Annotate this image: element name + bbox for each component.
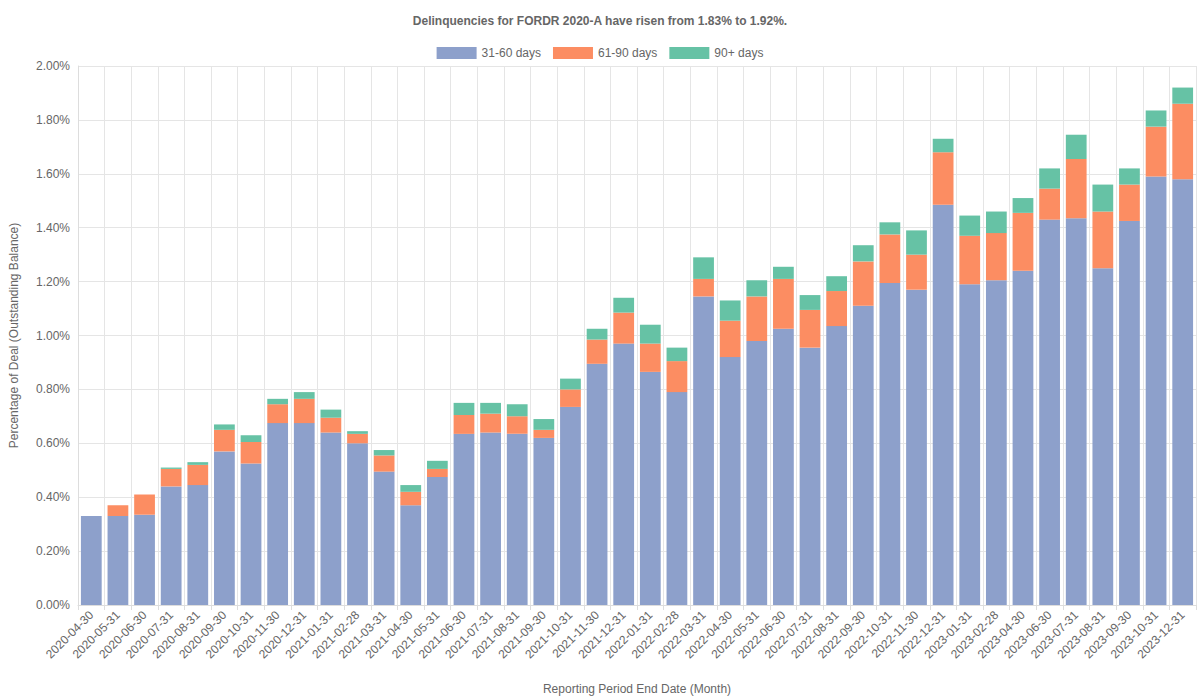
svg-text:2021-07-31: 2021-07-31 (442, 608, 496, 662)
svg-text:2020-09-30: 2020-09-30 (176, 608, 230, 662)
svg-text:Reporting Period End Date (Mon: Reporting Period End Date (Month) (543, 682, 731, 696)
svg-text:1.00%: 1.00% (36, 329, 70, 343)
svg-text:2.00%: 2.00% (36, 59, 70, 73)
svg-text:2022-12-31: 2022-12-31 (894, 608, 949, 662)
svg-text:2023-12-31: 2023-12-31 (1134, 608, 1187, 661)
svg-text:Percentage of Deal (Outstandin: Percentage of Deal (Outstanding Balance) (7, 223, 21, 448)
svg-text:2020-04-30: 2020-04-30 (43, 608, 97, 662)
svg-text:2022-07-31: 2022-07-31 (761, 608, 815, 662)
svg-text:2022-04-30: 2022-04-30 (681, 608, 736, 662)
svg-text:2023-08-31: 2023-08-31 (1054, 608, 1108, 662)
svg-text:2021-08-31: 2021-08-31 (468, 608, 523, 662)
svg-text:2021-03-31: 2021-03-31 (335, 608, 390, 662)
svg-text:2023-04-30: 2023-04-30 (974, 608, 1028, 662)
svg-text:2020-07-31: 2020-07-31 (122, 608, 177, 662)
svg-text:2021-01-31: 2021-01-31 (282, 608, 336, 662)
svg-text:1.40%: 1.40% (36, 221, 70, 235)
svg-text:0.80%: 0.80% (36, 382, 70, 396)
svg-text:2023-01-31: 2023-01-31 (921, 608, 975, 662)
svg-text:2022-09-30: 2022-09-30 (815, 608, 869, 662)
svg-text:2020-12-31: 2020-12-31 (256, 608, 310, 662)
svg-text:2021-02-28: 2021-02-28 (309, 608, 363, 662)
svg-text:2020-11-30: 2020-11-30 (230, 608, 283, 661)
svg-text:2023-10-31: 2023-10-31 (1107, 608, 1161, 662)
svg-text:2023-09-30: 2023-09-30 (1081, 608, 1135, 662)
svg-text:2021-04-30: 2021-04-30 (362, 608, 416, 662)
svg-text:2022-01-31: 2022-01-31 (602, 608, 656, 662)
svg-text:90+ days: 90+ days (714, 46, 763, 60)
svg-text:2020-10-31: 2020-10-31 (202, 608, 256, 662)
svg-text:2022-02-28: 2022-02-28 (628, 608, 682, 662)
svg-text:Delinquencies for FORDR 2020-A: Delinquencies for FORDR 2020-A have rise… (413, 14, 787, 28)
svg-text:2021-10-31: 2021-10-31 (522, 608, 576, 662)
svg-text:2023-07-31: 2023-07-31 (1027, 608, 1082, 662)
svg-text:2020-06-30: 2020-06-30 (96, 608, 150, 662)
svg-text:2021-11-30: 2021-11-30 (549, 608, 602, 661)
svg-text:1.80%: 1.80% (36, 113, 70, 127)
svg-text:2020-05-31: 2020-05-31 (69, 608, 123, 662)
svg-text:61-90 days: 61-90 days (598, 46, 657, 60)
svg-text:2022-05-31: 2022-05-31 (708, 608, 762, 662)
svg-text:2021-12-31: 2021-12-31 (575, 608, 629, 662)
svg-text:2022-06-30: 2022-06-30 (735, 608, 789, 662)
svg-text:2022-03-31: 2022-03-31 (655, 608, 709, 662)
svg-text:2023-06-30: 2023-06-30 (1001, 608, 1055, 662)
svg-text:1.20%: 1.20% (36, 275, 70, 289)
svg-text:1.60%: 1.60% (36, 167, 70, 181)
svg-text:2021-05-31: 2021-05-31 (389, 608, 443, 662)
svg-text:2022-08-31: 2022-08-31 (788, 608, 842, 662)
svg-text:2022-11-30: 2022-11-30 (868, 608, 922, 661)
svg-text:0.60%: 0.60% (36, 436, 70, 450)
svg-text:0.20%: 0.20% (36, 544, 70, 558)
svg-text:0.00%: 0.00% (36, 598, 70, 612)
svg-text:2022-10-31: 2022-10-31 (841, 608, 895, 662)
svg-text:0.40%: 0.40% (36, 490, 70, 504)
svg-text:2023-02-28: 2023-02-28 (948, 608, 1002, 662)
svg-text:31-60 days: 31-60 days (482, 46, 541, 60)
svg-text:2020-08-31: 2020-08-31 (149, 608, 203, 662)
svg-text:2021-09-30: 2021-09-30 (495, 608, 549, 662)
svg-text:2021-06-30: 2021-06-30 (415, 608, 469, 662)
